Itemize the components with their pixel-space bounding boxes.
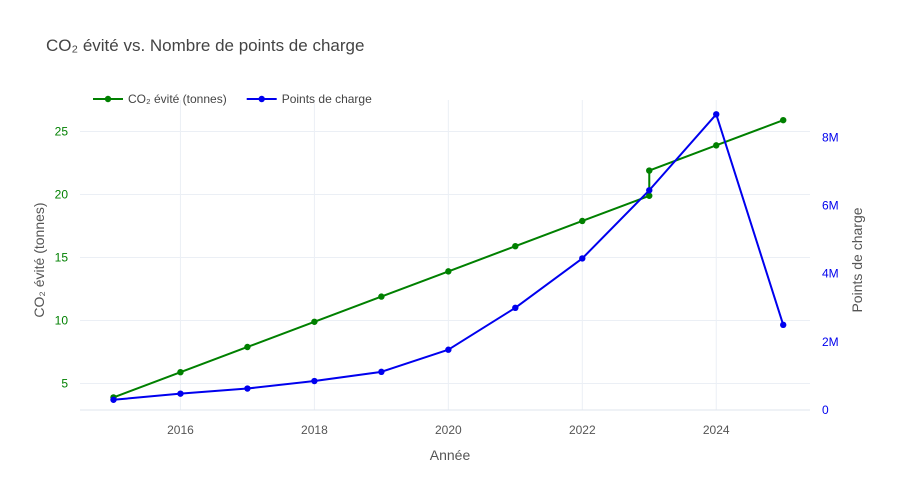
series-line (113, 119, 784, 399)
data-point[interactable] (780, 116, 787, 124)
y-right-tick-label: 8M (822, 130, 839, 144)
legend-item-2[interactable]: Points de charge (246, 92, 372, 106)
y-axis-right-title: Points de charge (849, 207, 865, 312)
data-point[interactable] (579, 217, 586, 225)
data-point[interactable] (378, 368, 385, 376)
x-tick-label: 2018 (301, 423, 328, 437)
data-point[interactable] (445, 268, 452, 275)
data-point[interactable] (646, 167, 653, 174)
legend-label: Points de charge (282, 92, 372, 106)
x-axis-title: Année (430, 447, 471, 463)
y-left-tick-label: 20 (55, 188, 69, 202)
legend-marker (258, 95, 265, 103)
grid-lines (80, 100, 810, 411)
data-point[interactable] (512, 304, 519, 312)
y-left-tick-label: 15 (55, 251, 69, 265)
y-right-tick-label: 6M (822, 199, 839, 213)
y-left-tick-label: 10 (55, 314, 69, 328)
x-tick-label: 2022 (569, 423, 596, 437)
series-1 (110, 116, 787, 401)
x-tick-label: 2020 (435, 423, 462, 437)
legend-marker (104, 95, 112, 103)
chart-title: CO₂ évité vs. Nombre de points de charge (46, 36, 364, 55)
data-point[interactable] (110, 396, 117, 403)
data-point[interactable] (311, 377, 318, 385)
data-point[interactable] (579, 255, 586, 262)
series-2 (110, 111, 787, 403)
data-point[interactable] (244, 343, 251, 351)
legend[interactable]: CO₂ évité (tonnes) Points de charge (93, 92, 372, 106)
legend-label: CO₂ évité (tonnes) (128, 92, 227, 106)
data-point[interactable] (713, 142, 720, 149)
data-point[interactable] (646, 192, 653, 199)
data-point[interactable] (177, 368, 184, 376)
data-point[interactable] (445, 346, 452, 353)
data-point[interactable] (378, 293, 385, 300)
y-left-tick-label: 5 (61, 377, 68, 391)
legend-item-1[interactable]: CO₂ évité (tonnes) (93, 92, 227, 106)
y-right-tick-label: 2M (822, 335, 839, 349)
y-right-tick-label: 4M (822, 267, 839, 281)
y-left-tick-label: 25 (55, 125, 69, 139)
data-point[interactable] (780, 321, 787, 329)
data-point[interactable] (646, 187, 653, 194)
data-point[interactable] (244, 385, 251, 392)
data-point[interactable] (713, 111, 720, 118)
y-axis-left-title: CO₂ évité (tonnes) (31, 202, 47, 317)
y-right-tick-label: 0 (822, 403, 829, 417)
data-point[interactable] (512, 242, 519, 250)
x-tick-label: 2024 (703, 423, 730, 437)
data-point[interactable] (177, 390, 184, 397)
data-point[interactable] (311, 318, 318, 325)
x-tick-label: 2016 (167, 423, 194, 437)
